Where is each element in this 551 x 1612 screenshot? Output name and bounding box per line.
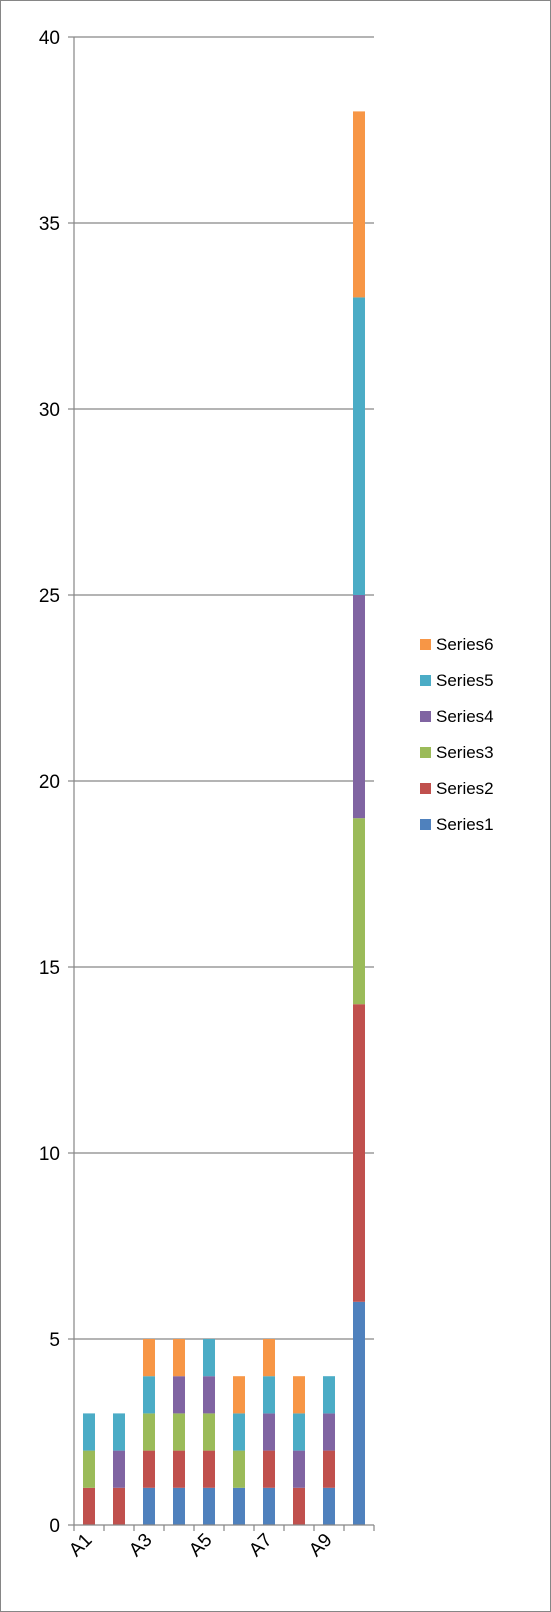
y-tick-label-15: 15: [39, 958, 60, 979]
bar-A2-Series4: [113, 1450, 125, 1488]
legend-swatch-Series6: [420, 639, 431, 650]
y-tick-label-30: 30: [39, 400, 60, 421]
x-tick-label-A9: A9: [305, 1530, 336, 1561]
bar-A2-Series2: [113, 1487, 125, 1525]
bar-A6-Series3: [233, 1450, 245, 1488]
legend-swatch-Series2: [420, 783, 431, 794]
bar-A7-Series4: [263, 1413, 275, 1451]
bar-A10-Series1: [353, 1301, 365, 1525]
bar-A10-Series4: [353, 595, 365, 819]
legend-label-Series6: Series6: [436, 635, 494, 654]
bar-A4-Series4: [173, 1376, 185, 1414]
legend-swatch-Series3: [420, 747, 431, 758]
bar-A5-Series5: [203, 1339, 215, 1377]
bar-A4-Series6: [173, 1339, 185, 1377]
bar-A10-Series3: [353, 818, 365, 1005]
bar-A4-Series3: [173, 1413, 185, 1451]
y-tick-label-35: 35: [39, 214, 60, 235]
bar-A4-Series2: [173, 1450, 185, 1488]
bar-A8-Series2: [293, 1487, 305, 1525]
bar-A5-Series3: [203, 1413, 215, 1451]
bar-A1-Series3: [83, 1450, 95, 1488]
bar-A9-Series1: [323, 1487, 335, 1525]
x-tick-label-A7: A7: [245, 1530, 276, 1561]
bar-A1-Series2: [83, 1487, 95, 1525]
legend-label-Series2: Series2: [436, 779, 494, 798]
bar-A10-Series6: [353, 111, 365, 298]
bar-A10-Series2: [353, 1004, 365, 1302]
legend-label-Series4: Series4: [436, 707, 494, 726]
bar-A3-Series5: [143, 1376, 155, 1414]
x-tick-label-A3: A3: [125, 1530, 156, 1561]
bar-A6-Series1: [233, 1487, 245, 1525]
y-tick-label-10: 10: [39, 1144, 60, 1165]
bar-A4-Series1: [173, 1487, 185, 1525]
y-tick-label-20: 20: [39, 772, 60, 793]
bar-A5-Series4: [203, 1376, 215, 1414]
legend-label-Series1: Series1: [436, 815, 494, 834]
y-tick-label-5: 5: [49, 1330, 60, 1351]
bar-A5-Series2: [203, 1450, 215, 1488]
legend-swatch-Series4: [420, 711, 431, 722]
bar-A8-Series4: [293, 1450, 305, 1488]
bar-A3-Series2: [143, 1450, 155, 1488]
bar-A9-Series2: [323, 1450, 335, 1488]
bar-A7-Series2: [263, 1450, 275, 1488]
legend-label-Series3: Series3: [436, 743, 494, 762]
y-tick-label-0: 0: [49, 1516, 60, 1537]
bar-A9-Series5: [323, 1376, 335, 1414]
y-tick-label-40: 40: [39, 28, 60, 49]
bar-A3-Series6: [143, 1339, 155, 1377]
bar-A10-Series5: [353, 297, 365, 595]
x-tick-label-A1: A1: [65, 1530, 96, 1561]
legend-swatch-Series1: [420, 819, 431, 830]
bar-A6-Series5: [233, 1413, 245, 1451]
bar-A2-Series5: [113, 1413, 125, 1451]
x-tick-label-A5: A5: [185, 1530, 216, 1561]
bar-A3-Series1: [143, 1487, 155, 1525]
bar-A8-Series6: [293, 1376, 305, 1414]
y-tick-label-25: 25: [39, 586, 60, 607]
bar-A9-Series4: [323, 1413, 335, 1451]
bar-A3-Series3: [143, 1413, 155, 1451]
legend-swatch-Series5: [420, 675, 431, 686]
bar-A7-Series1: [263, 1487, 275, 1525]
bar-A8-Series5: [293, 1413, 305, 1451]
bar-A7-Series6: [263, 1339, 275, 1377]
bar-A1-Series5: [83, 1413, 95, 1451]
bar-A5-Series1: [203, 1487, 215, 1525]
legend-label-Series5: Series5: [436, 671, 494, 690]
bar-A6-Series6: [233, 1376, 245, 1414]
bar-A7-Series5: [263, 1376, 275, 1414]
